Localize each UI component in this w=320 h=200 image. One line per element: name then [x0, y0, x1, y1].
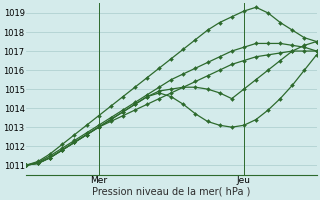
- X-axis label: Pression niveau de la mer( hPa ): Pression niveau de la mer( hPa ): [92, 187, 251, 197]
